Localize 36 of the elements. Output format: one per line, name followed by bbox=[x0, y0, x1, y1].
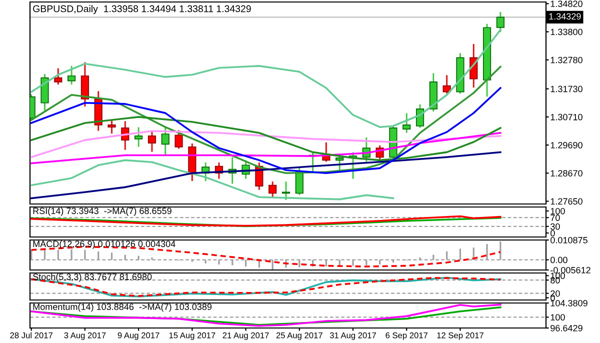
x-tick-label: 6 Sep 2017 bbox=[386, 332, 428, 340]
x-tick-label: 3 Aug 2017 bbox=[64, 332, 106, 340]
y-tick-label: 0.010875 bbox=[550, 236, 588, 244]
y-tick-label: 0 bbox=[550, 230, 555, 236]
chart-title: GBPUSD,Daily 1.33958 1.34494 1.33811 1.34329 bbox=[33, 5, 251, 14]
y-tick-label: 1.31730 bbox=[550, 86, 582, 92]
y-tick-label: 100 bbox=[550, 314, 565, 321]
chart-title: RSI(14) 73.3943 ->MA(7) 68.6559 bbox=[33, 207, 172, 216]
y-tick-label: 1.27650 bbox=[550, 198, 582, 205]
y-tick-label: 1.33800 bbox=[550, 28, 582, 36]
x-tick-label: 9 Aug 2017 bbox=[118, 332, 160, 340]
chart-title: MACD(12,26,9) 0.010126 0.004304 bbox=[33, 240, 176, 249]
y-tick-label: 100 bbox=[550, 208, 565, 214]
x-tick-label: 31 Aug 2017 bbox=[330, 332, 376, 340]
y-tick-label: 1.30710 bbox=[550, 114, 582, 120]
y-tick-label: 96.6429 bbox=[550, 324, 582, 332]
y-tick-label: 30 bbox=[550, 223, 560, 230]
y-tick-label: 80 bbox=[550, 277, 560, 284]
y-tick-label: 1.32780 bbox=[550, 56, 582, 64]
y-tick-label: 100 bbox=[550, 272, 565, 280]
chart-title: Momentum(14) 103.8846 ->MA(7) 103.0389 bbox=[33, 303, 212, 312]
x-tick-label: 25 Aug 2017 bbox=[276, 332, 322, 340]
ref-line-label: 1.34329 bbox=[549, 13, 581, 20]
y-tick-label: 1.34820 bbox=[550, 0, 582, 8]
y-tick-label: 20 bbox=[550, 290, 560, 297]
y-tick-label: 1.28670 bbox=[550, 170, 582, 176]
x-tick-label: 21 Aug 2017 bbox=[222, 332, 269, 340]
x-tick-label: 12 Sep 2017 bbox=[437, 332, 484, 340]
x-tick-label: 28 Jul 2017 bbox=[10, 332, 52, 338]
y-tick-label: 70 bbox=[550, 214, 560, 221]
chart-title: Stoch(5,3,3) 83.7677 81.6980 bbox=[32, 273, 152, 282]
y-tick-label: 1.29690 bbox=[550, 142, 582, 148]
y-tick-label: 0.00 bbox=[550, 256, 568, 264]
x-tick-label: 15 Aug 2017 bbox=[169, 332, 216, 340]
y-tick-label: 104.3809 bbox=[550, 300, 588, 306]
y-tick-label: -0.005612 bbox=[550, 266, 590, 274]
